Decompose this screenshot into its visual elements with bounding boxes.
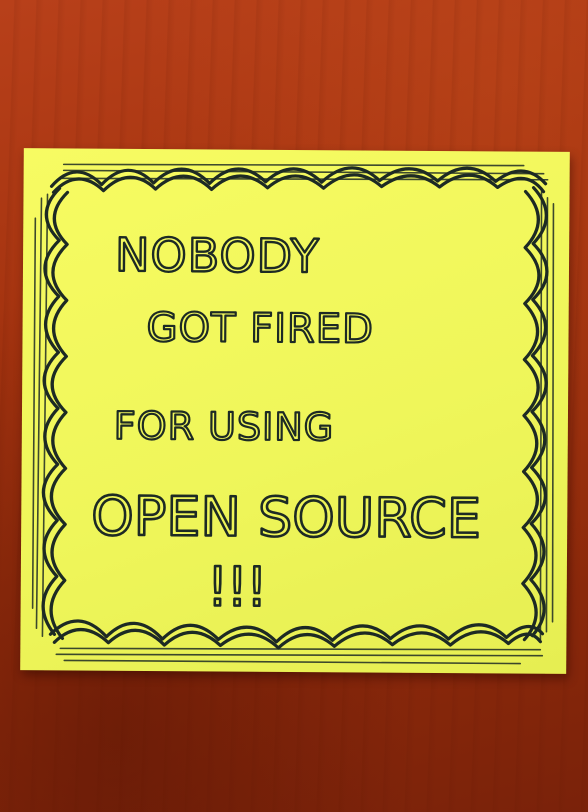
note-line-2: GOT FIRED <box>146 305 374 353</box>
note-line-5: !!! <box>207 555 266 618</box>
sticky-note: NOBODY GOT FIRED FOR USING OPEN SOURCE !… <box>20 148 570 674</box>
note-line-3: FOR USING <box>114 404 335 450</box>
note-line-4: OPEN SOURCE <box>91 485 481 551</box>
note-line-1: NOBODY <box>115 228 320 283</box>
border-hatching <box>31 163 555 665</box>
